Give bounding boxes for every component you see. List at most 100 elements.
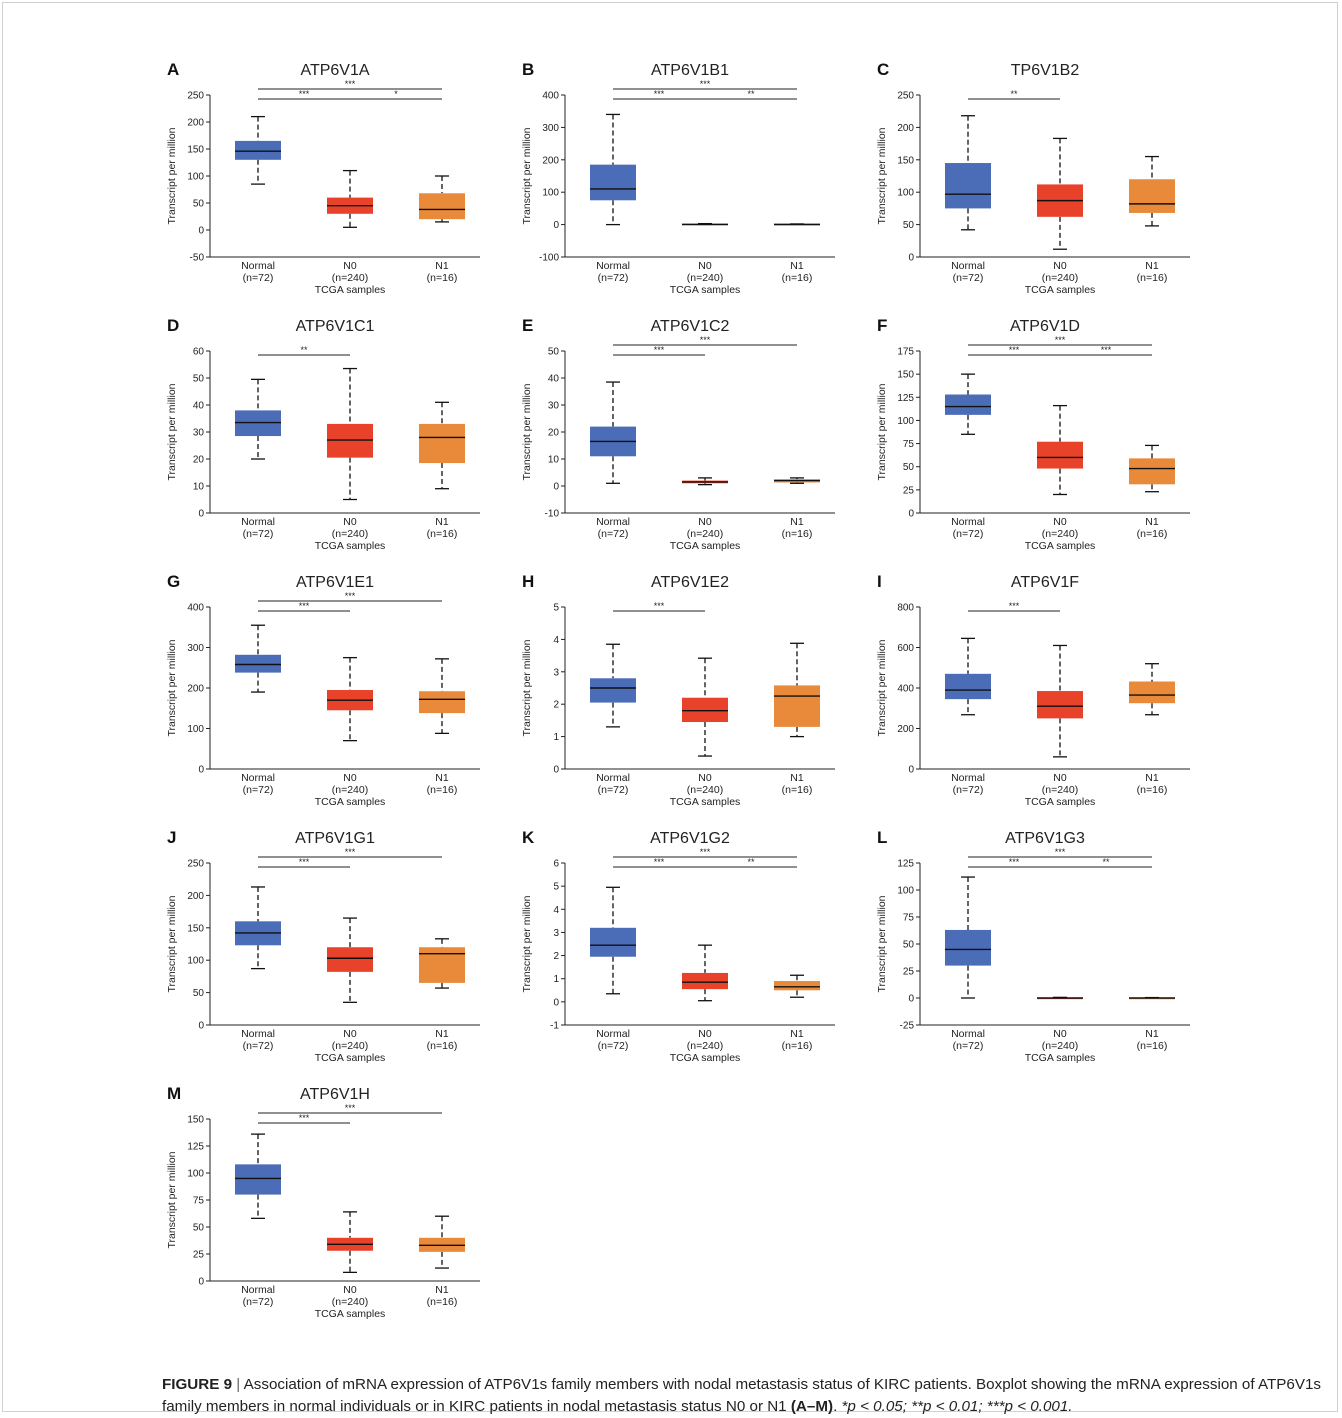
significance-label: **	[747, 89, 755, 99]
y-tick-label: 50	[548, 347, 560, 358]
x-category-n: (n=16)	[1137, 528, 1168, 540]
panel-c: C TP6V1B2 0 50 100 150 200 250 Transcript per mi…	[876, 60, 1190, 296]
y-tick-label: 3	[553, 667, 559, 678]
y-tick-label: 1	[553, 974, 559, 985]
y-tick-label: 5	[553, 603, 559, 614]
significance-label: ***	[299, 89, 310, 99]
x-category-n: (n=16)	[782, 272, 813, 284]
box-normal	[235, 1133, 281, 1220]
y-axis-label: Transcript per million	[166, 639, 178, 736]
box-n0	[327, 367, 373, 501]
y-tick-label: 800	[897, 603, 914, 614]
y-tick-label: 2	[553, 700, 559, 711]
x-category-label: N1	[435, 1284, 449, 1296]
x-category-n: (n=240)	[332, 1040, 368, 1052]
panel-g: G ATP6V1E1 0 100 200 300 400 Transcript per mil…	[166, 572, 480, 808]
panel-letter: F	[877, 316, 887, 335]
box-iqr	[327, 947, 373, 972]
y-tick-label: 125	[897, 393, 914, 404]
y-tick-label: 75	[903, 913, 915, 924]
box-n0	[682, 657, 728, 757]
y-tick-label: 125	[187, 1142, 204, 1153]
panel-letter: B	[522, 60, 534, 79]
panel-letter: K	[522, 828, 535, 847]
caption-panel-ref: (A–M)	[790, 1398, 834, 1415]
significance-label: ***	[345, 591, 356, 601]
box-iqr	[945, 929, 991, 966]
significance-label: ***	[654, 857, 665, 867]
box-normal	[235, 378, 281, 460]
significance-label: *	[394, 89, 398, 99]
panel-title: ATP6V1G1	[295, 830, 375, 847]
x-category-label: N0	[343, 260, 357, 272]
box-iqr	[682, 972, 728, 990]
box-iqr	[774, 981, 820, 991]
panel-a: A ATP6V1A -50 0 50 100 150 200 250 Transcript per…	[166, 60, 480, 296]
y-tick-label: 40	[548, 374, 560, 385]
y-tick-label: 50	[193, 199, 205, 210]
x-category-label: N0	[343, 772, 357, 784]
box-n0	[682, 944, 728, 1002]
y-tick-label: 400	[187, 603, 204, 614]
y-tick-label: 0	[198, 226, 204, 237]
y-tick-label: 4	[553, 635, 559, 646]
box-n0	[327, 169, 373, 228]
y-tick-label: 25	[193, 1250, 205, 1261]
box-normal	[235, 115, 281, 185]
box-n1	[1129, 996, 1175, 1000]
x-axis-label: TCGA samples	[670, 796, 741, 808]
x-category-n: (n=240)	[687, 1040, 723, 1052]
box-n1	[419, 175, 465, 223]
box-iqr	[1129, 458, 1175, 485]
box-n0	[1037, 404, 1083, 496]
x-category-label: Normal	[596, 772, 630, 784]
y-tick-label: 0	[553, 482, 559, 493]
y-tick-label: 0	[198, 765, 204, 776]
box-n1	[1129, 444, 1175, 493]
significance-label: ***	[700, 847, 711, 857]
box-normal	[590, 381, 636, 484]
panel-letter: D	[167, 316, 179, 335]
x-category-label: N0	[698, 1028, 712, 1040]
y-tick-label: 250	[897, 91, 914, 102]
x-category-label: N1	[1145, 260, 1159, 272]
box-iqr	[1037, 691, 1083, 719]
x-axis-label: TCGA samples	[670, 540, 741, 552]
panel-title: ATP6V1B1	[651, 62, 729, 79]
y-tick-label: 75	[903, 439, 915, 450]
x-category-n: (n=16)	[427, 784, 458, 796]
box-n1	[774, 477, 820, 484]
x-category-n: (n=240)	[332, 272, 368, 284]
box-iqr	[590, 678, 636, 703]
x-axis-label: TCGA samples	[315, 1052, 386, 1064]
x-category-n: (n=240)	[687, 272, 723, 284]
panel-title: ATP6V1G3	[1005, 830, 1085, 847]
y-tick-label: 25	[903, 967, 915, 978]
significance-label: ***	[1055, 335, 1066, 345]
y-tick-label: 250	[187, 91, 204, 102]
y-tick-label: 6	[553, 859, 559, 870]
box-normal	[590, 886, 636, 995]
significance-label: ***	[299, 1113, 310, 1123]
y-tick-label: 4	[553, 905, 559, 916]
panel-title: ATP6V1G2	[650, 830, 730, 847]
y-tick-label: 150	[897, 370, 914, 381]
significance-label: ***	[654, 601, 665, 611]
panel-letter: C	[877, 60, 889, 79]
y-axis-label: Transcript per million	[521, 383, 533, 480]
caption-sig-2: **p < 0.01;	[911, 1398, 983, 1415]
y-tick-label: 50	[903, 462, 915, 473]
y-tick-label: 300	[187, 643, 204, 654]
y-tick-label: 100	[187, 172, 204, 183]
y-tick-label: 75	[193, 1196, 205, 1207]
box-iqr	[1129, 179, 1175, 213]
significance-label: ***	[1009, 601, 1020, 611]
panel-letter: J	[167, 828, 176, 847]
panel-title: TP6V1B2	[1011, 62, 1080, 79]
box-n0	[327, 656, 373, 742]
y-tick-label: 0	[553, 765, 559, 776]
x-category-n: (n=72)	[953, 784, 984, 796]
x-category-label: Normal	[596, 260, 630, 272]
box-n1	[419, 658, 465, 735]
